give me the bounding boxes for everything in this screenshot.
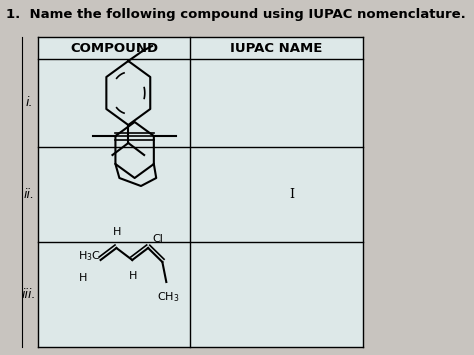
Text: iii.: iii. [22, 288, 36, 301]
Text: Cl: Cl [152, 234, 163, 244]
Text: COMPOUND: COMPOUND [70, 42, 158, 55]
Text: H: H [129, 271, 137, 281]
Text: H: H [113, 227, 121, 237]
Text: H: H [79, 273, 87, 283]
Text: CH$_3$: CH$_3$ [156, 290, 179, 304]
Text: 1.  Name the following compound using IUPAC nomenclature.: 1. Name the following compound using IUP… [6, 8, 466, 21]
Text: I: I [290, 188, 295, 201]
Text: i.: i. [26, 97, 33, 109]
Bar [38, 37, 363, 347]
Text: H$_3$C: H$_3$C [78, 249, 101, 263]
Text: IUPAC NAME: IUPAC NAME [230, 42, 323, 55]
Text: ii.: ii. [24, 188, 35, 201]
